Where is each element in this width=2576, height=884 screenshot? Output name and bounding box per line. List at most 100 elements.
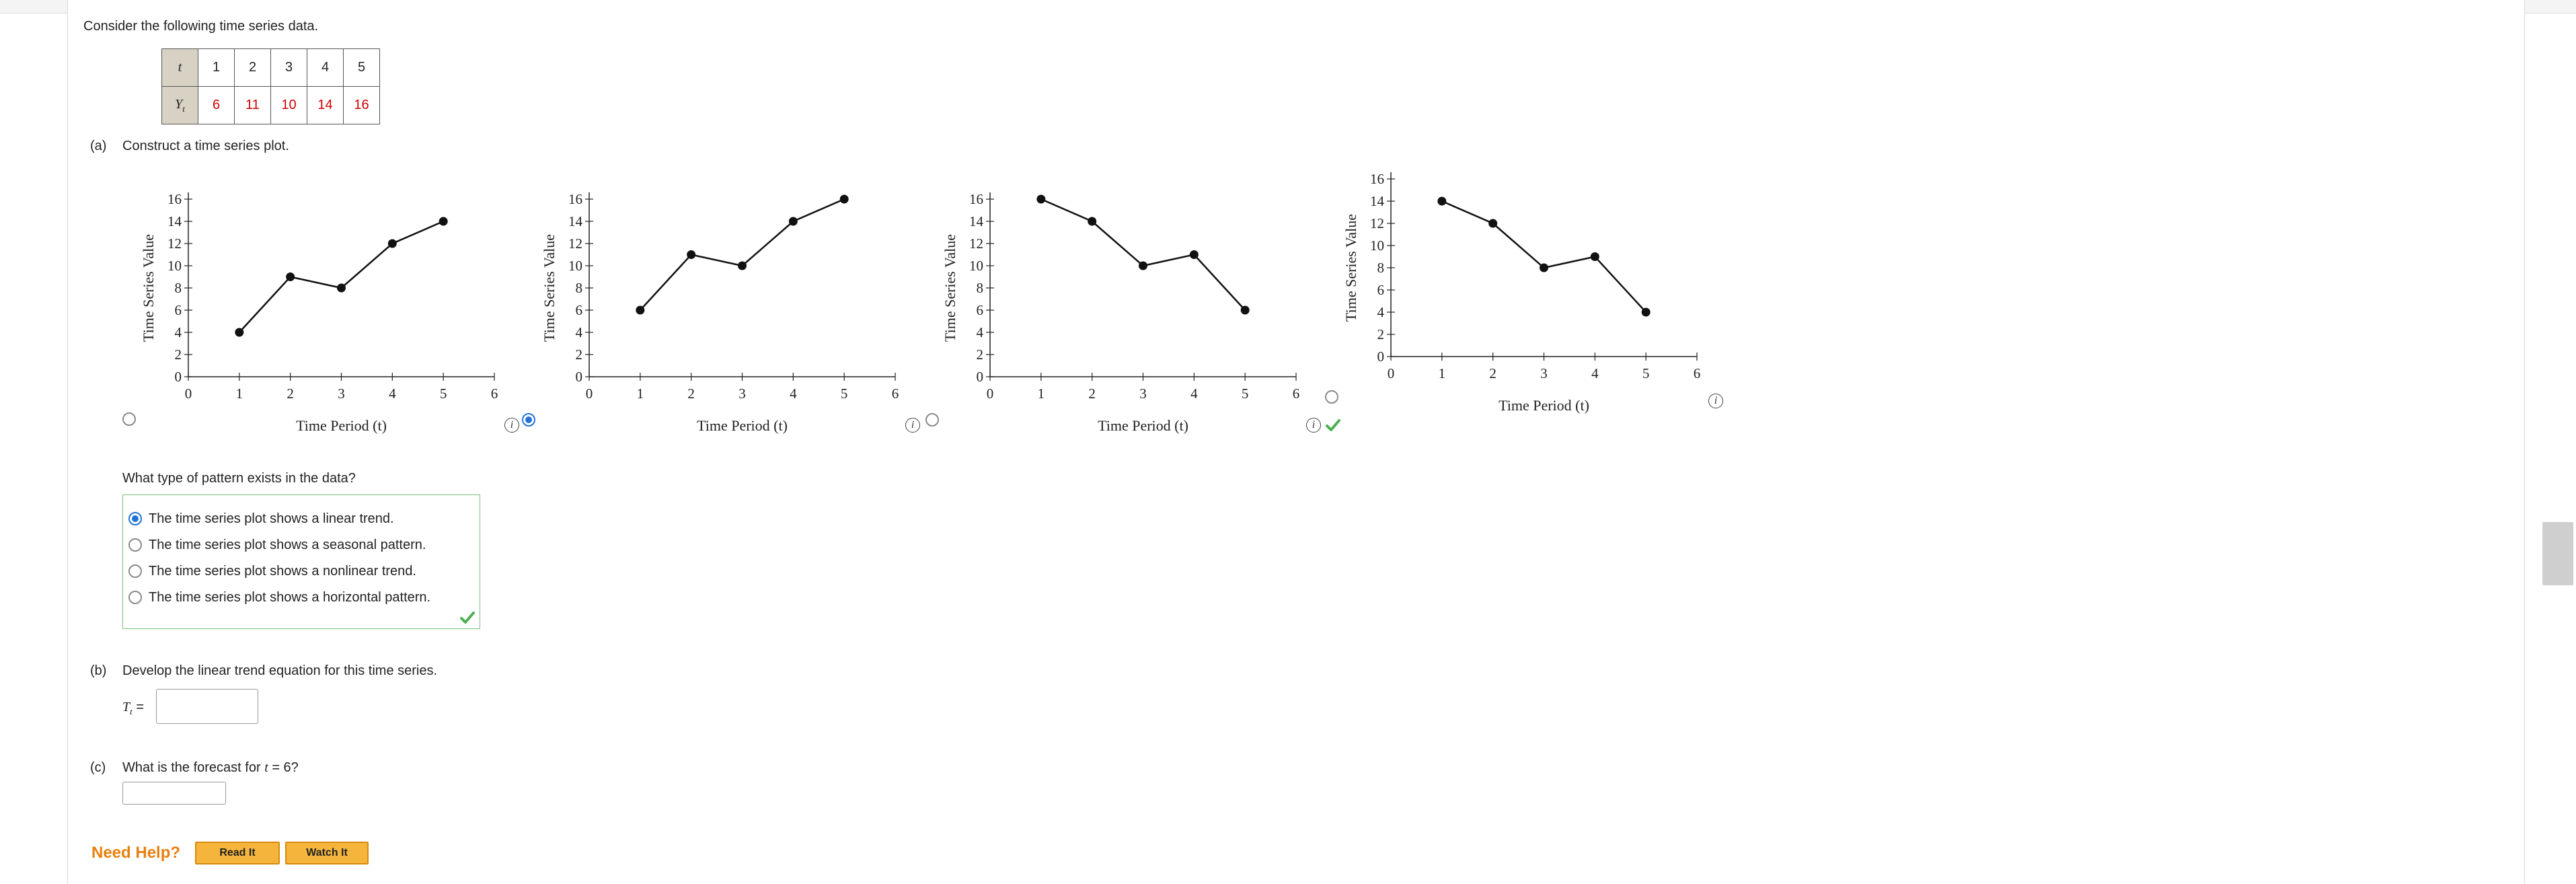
part-a-prompt: Construct a time series plot. (122, 139, 289, 153)
data-point (439, 217, 448, 226)
info-icon[interactable]: i (905, 418, 920, 433)
plot-option-1-radio[interactable] (122, 412, 136, 426)
x-tick-label: 2 (1489, 365, 1497, 381)
plot-option-2-radio[interactable] (522, 413, 535, 427)
data-table: t 1 2 3 4 5 Yt 6 11 10 14 16 (161, 48, 380, 124)
part-c-prompt-before: What is the forecast for (122, 760, 265, 775)
x-axis-label: Time Period (t) (697, 417, 788, 434)
x-tick-label: 1 (1038, 385, 1045, 402)
y-axis-label: Time Series Value (942, 234, 958, 342)
data-point (286, 272, 295, 281)
table-cell-y: 10 (270, 86, 307, 124)
y-tick-label: 12 (568, 235, 582, 252)
data-point (839, 194, 849, 204)
y-tick-label: 12 (1370, 215, 1384, 231)
table-cell-y: 6 (198, 86, 235, 124)
y-tick-label: 14 (167, 213, 182, 229)
data-point (738, 261, 747, 270)
trend-equals: = (136, 700, 144, 714)
y-tick-label: 0 (175, 369, 182, 385)
plot-option-3-radio[interactable] (925, 413, 939, 427)
y-tick-label: 12 (167, 235, 182, 252)
pattern-option-2[interactable]: The time series plot shows a seasonal pa… (128, 535, 426, 555)
y-tick-label: 10 (969, 258, 983, 274)
table-row-t: t 1 2 3 4 5 (161, 48, 380, 87)
x-tick-label: 6 (892, 385, 899, 402)
table-cell-y: 16 (343, 86, 380, 124)
y-tick-label: 6 (576, 302, 583, 318)
y-tick-label: 6 (1377, 282, 1385, 298)
x-tick-label: 5 (841, 385, 848, 402)
pattern-option-4[interactable]: The time series plot shows a horizontal … (128, 587, 430, 607)
y-tick-label: 12 (969, 235, 983, 252)
trend-equation-input[interactable] (156, 689, 258, 724)
part-c-prompt: What is the forecast for t = 6? (122, 760, 299, 776)
pattern-option-3[interactable]: The time series plot shows a nonlinear t… (128, 561, 416, 581)
pattern-option-4-radio[interactable] (128, 591, 142, 604)
forecast-input[interactable] (122, 782, 226, 805)
x-axis-label: Time Period (t) (296, 417, 387, 434)
y-tick-label: 14 (1370, 193, 1385, 209)
table-cell-t: 2 (234, 48, 271, 87)
pattern-option-2-radio[interactable] (128, 538, 142, 552)
data-point (1088, 217, 1097, 226)
x-tick-label: 0 (1388, 365, 1395, 381)
y-symbol: Y (175, 96, 183, 112)
y-tick-label: 0 (1377, 348, 1385, 365)
data-point (687, 250, 696, 259)
part-b-prompt: Develop the linear trend equation for th… (122, 663, 438, 678)
data-point (235, 328, 244, 337)
series-line (238, 220, 444, 333)
x-tick-label: 0 (987, 385, 994, 402)
y-axis-label: Time Series Value (140, 234, 157, 342)
y-tick-label: 16 (1370, 171, 1384, 187)
x-tick-label: 4 (1591, 365, 1599, 381)
info-icon[interactable]: i (1306, 418, 1321, 433)
data-point (1036, 194, 1046, 204)
info-icon[interactable]: i (504, 418, 519, 433)
pattern-option-2-label: The time series plot shows a seasonal pa… (149, 537, 426, 552)
y-tick-label: 8 (576, 280, 583, 296)
x-axis-label: Time Period (t) (1499, 397, 1589, 414)
y-tick-label: 2 (175, 346, 182, 363)
correct-check-icon (1326, 419, 1340, 431)
part-c-prompt-var: t (264, 760, 268, 775)
table-cell-y: 14 (307, 86, 344, 124)
table-header-y: Yt (161, 86, 198, 124)
table-row-y: Yt 6 11 10 14 16 (161, 86, 380, 124)
data-point (1641, 307, 1651, 317)
x-tick-label: 5 (1642, 365, 1650, 381)
pattern-option-1-radio[interactable] (128, 512, 142, 525)
pattern-question: What type of pattern exists in the data? (122, 471, 356, 486)
x-tick-label: 3 (738, 385, 746, 402)
part-c-prompt-after: = 6? (268, 760, 299, 775)
data-point (1139, 261, 1147, 270)
read-it-button[interactable]: Read It (195, 842, 280, 864)
y-tick-label: 4 (175, 324, 182, 340)
y-tick-label: 0 (977, 369, 984, 385)
watch-it-button[interactable]: Watch It (285, 842, 369, 864)
x-tick-label: 2 (287, 385, 294, 402)
part-a-label: (a) (90, 139, 107, 153)
y-tick-label: 8 (175, 280, 182, 296)
pattern-option-1-label: The time series plot shows a linear tren… (149, 511, 394, 526)
y-tick-label: 0 (576, 369, 583, 385)
x-tick-label: 1 (637, 385, 644, 402)
plot-option-4-radio[interactable] (1325, 390, 1338, 404)
y-tick-label: 10 (568, 258, 582, 274)
table-cell-t: 1 (198, 48, 235, 87)
pattern-option-3-radio[interactable] (128, 564, 142, 578)
info-icon[interactable]: i (1708, 394, 1723, 408)
x-tick-label: 5 (1242, 385, 1249, 402)
y-tick-label: 4 (576, 324, 583, 340)
table-cell-y: 11 (234, 86, 271, 124)
y-tick-label: 14 (969, 213, 984, 229)
trend-subscript: t (130, 706, 132, 716)
pattern-option-1[interactable]: The time series plot shows a linear tren… (128, 509, 394, 529)
y-tick-label: 2 (576, 346, 583, 363)
y-tick-label: 16 (167, 191, 182, 207)
scrollbar-thumb[interactable] (2542, 522, 2573, 585)
x-tick-label: 6 (491, 385, 498, 402)
